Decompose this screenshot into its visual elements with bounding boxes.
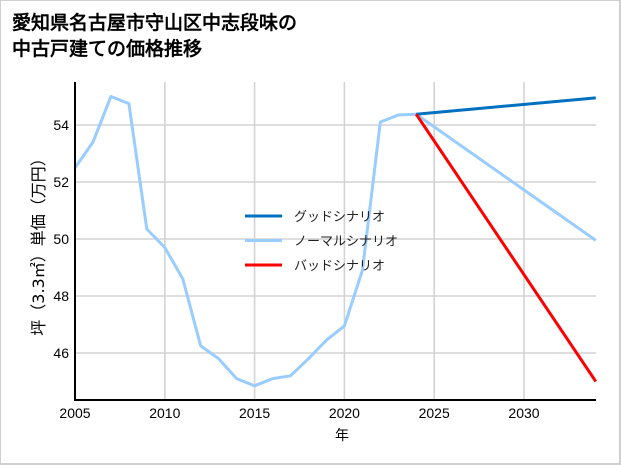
legend-label: グッドシナリオ	[294, 210, 385, 225]
x-axis-label: 年	[335, 427, 349, 443]
y-axis-label: 坪（3.3㎡）単価（万円）	[29, 150, 48, 335]
x-tick-label: 2025	[419, 405, 450, 421]
legend-label: ノーマルシナリオ	[294, 235, 398, 250]
series-line	[416, 96, 596, 116]
x-axis-ticks: 2005 2010 2015 2020 2025 2030	[59, 405, 539, 421]
series-line	[414, 113, 598, 383]
y-tick-label: 48	[53, 288, 69, 304]
axes	[74, 82, 596, 401]
x-tick-label: 2020	[329, 405, 360, 421]
x-tick-label: 2030	[508, 405, 539, 421]
series-line	[73, 95, 597, 388]
grid	[75, 82, 596, 400]
legend-label: バッドシナリオ	[294, 259, 385, 274]
y-tick-label: 54	[53, 117, 69, 133]
x-tick-label: 2015	[239, 405, 270, 421]
y-tick-label: 46	[53, 345, 69, 361]
y-tick-label: 50	[53, 231, 69, 247]
y-axis-ticks: 54 52 50 48 46	[53, 117, 69, 361]
title-line-2: 中古戸建ての価格推移	[12, 38, 203, 60]
x-tick-label: 2005	[59, 405, 90, 421]
x-tick-label: 2010	[149, 405, 180, 421]
chart-title: 愛知県名古屋市守山区中志段味の 中古戸建ての価格推移	[12, 10, 297, 62]
title-line-1: 愛知県名古屋市守山区中志段味の	[12, 12, 298, 34]
plot-lines	[73, 95, 598, 388]
y-tick-label: 52	[53, 174, 69, 190]
